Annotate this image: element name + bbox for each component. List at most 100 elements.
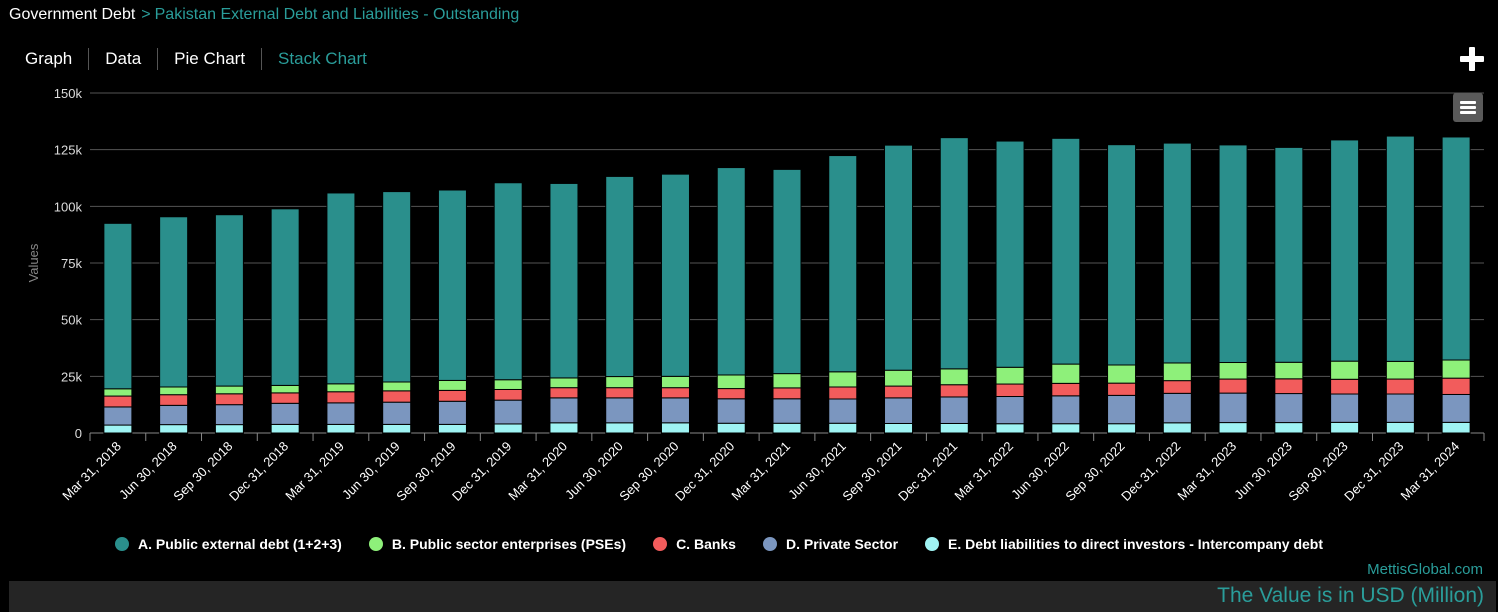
bar-segment xyxy=(1441,136,1471,361)
x-tick-label: Mar 31, 2024 xyxy=(1397,439,1462,504)
bar-segment xyxy=(939,396,969,424)
bar-segment xyxy=(103,395,133,408)
bar-segment xyxy=(1441,377,1471,395)
bar-segment xyxy=(1330,421,1360,434)
y-tick-label: 100k xyxy=(54,199,83,214)
bar-segment xyxy=(1385,421,1415,434)
breadcrumb-separator: > xyxy=(141,6,151,23)
y-tick-label: 150k xyxy=(54,86,83,101)
bar-segment xyxy=(716,167,746,376)
bar-segment xyxy=(270,208,300,386)
bar-segment xyxy=(1218,378,1248,394)
bar-segment xyxy=(1051,363,1081,384)
y-tick-label: 25k xyxy=(61,369,82,384)
bar-segment xyxy=(382,401,412,425)
x-tick-label: Dec 31, 2018 xyxy=(226,439,291,504)
bar-segment xyxy=(939,368,969,386)
x-tick-label: Dec 31, 2019 xyxy=(449,439,514,504)
y-tick-label: 0 xyxy=(75,426,82,441)
bar-segment xyxy=(828,386,858,400)
x-tick-label: Mar 31, 2018 xyxy=(59,439,124,504)
bar-segment xyxy=(884,369,914,387)
bar-segment xyxy=(995,140,1025,368)
bar-segment xyxy=(1218,362,1248,380)
bar-segment xyxy=(382,423,412,434)
legend-item-private-sector[interactable]: D. Private Sector xyxy=(762,536,898,552)
bar-segment xyxy=(660,375,690,389)
bar-segment xyxy=(772,168,802,375)
x-tick-label: Mar 31, 2022 xyxy=(951,439,1016,504)
bar-segment xyxy=(437,423,467,434)
legend-dot xyxy=(368,537,383,551)
chart-view-tabs: Graph Data Pie Chart Stack Chart xyxy=(9,48,383,70)
bar-segment xyxy=(437,379,467,391)
breadcrumb-root[interactable]: Government Debt xyxy=(9,6,136,23)
bar-segment xyxy=(828,398,858,424)
bar-segment xyxy=(1274,378,1304,395)
tab-stack-chart[interactable]: Stack Chart xyxy=(278,49,367,68)
bar-segment xyxy=(1107,364,1137,384)
bar-segment xyxy=(995,383,1025,398)
bar-segment xyxy=(214,385,244,395)
bar-segment xyxy=(1274,422,1304,434)
bar-segment xyxy=(326,402,356,425)
bar-segment xyxy=(1441,421,1471,434)
bar-segment xyxy=(660,387,690,399)
y-tick-label: 75k xyxy=(61,256,82,271)
bar-segment xyxy=(493,423,523,434)
tab-data[interactable]: Data xyxy=(89,48,159,70)
plus-icon[interactable] xyxy=(1458,45,1486,73)
bar-segment xyxy=(493,379,523,390)
bar-segment xyxy=(884,422,914,434)
bar-segment xyxy=(214,404,244,426)
bar-segment xyxy=(1051,395,1081,425)
bar-segment xyxy=(828,371,858,388)
x-tick-label: Dec 31, 2021 xyxy=(895,439,960,504)
bar-segment xyxy=(103,424,133,434)
bar-segment xyxy=(716,374,746,390)
bar-segment xyxy=(326,192,356,385)
legend-dot xyxy=(925,537,940,551)
bar-segment xyxy=(159,404,189,426)
bar-segment xyxy=(270,392,300,404)
bar-segment xyxy=(437,389,467,402)
bar-segment xyxy=(884,144,914,371)
bar-segment xyxy=(1051,382,1081,397)
bar-segment xyxy=(493,182,523,381)
legend-label: A. Public external debt (1+2+3) xyxy=(138,536,342,552)
y-tick-label: 125k xyxy=(54,143,83,158)
bar-segment xyxy=(1330,360,1360,380)
bar-segment xyxy=(1107,144,1137,366)
x-tick-label: Mar 31, 2020 xyxy=(505,439,570,504)
bar-segment xyxy=(605,422,635,434)
bar-segment xyxy=(1051,137,1081,365)
bar-segment xyxy=(939,422,969,434)
units-note: The Value is in USD (Million) xyxy=(1217,584,1484,607)
legend-item-banks[interactable]: C. Banks xyxy=(653,536,736,552)
bar-segment xyxy=(660,422,690,434)
legend-item-public-external-debt[interactable]: A. Public external debt (1+2+3) xyxy=(115,536,342,552)
hamburger-menu-icon[interactable] xyxy=(1453,93,1483,122)
bar-segment xyxy=(939,384,969,398)
bar-segment xyxy=(716,398,746,424)
bar-segment xyxy=(549,182,579,379)
legend-item-intercompany-debt[interactable]: E. Debt liabilities to direct investors … xyxy=(925,536,1323,552)
x-tick-label: Dec 31, 2020 xyxy=(672,439,737,504)
bar-segment xyxy=(159,394,189,406)
legend-item-pses[interactable]: B. Public sector enterprises (PSEs) xyxy=(368,536,626,552)
bar-segment xyxy=(1385,393,1415,423)
bar-segment xyxy=(605,387,635,399)
legend-label: E. Debt liabilities to direct investors … xyxy=(948,536,1324,552)
bar-segment xyxy=(270,384,300,394)
bar-segment xyxy=(1162,142,1192,364)
bar-segment xyxy=(1330,139,1360,362)
tab-graph[interactable]: Graph xyxy=(9,48,90,70)
breadcrumb: Government Debt > Pakistan External Debt a… xyxy=(9,6,519,24)
bar-segment xyxy=(1051,423,1081,434)
tab-pie-chart[interactable]: Pie Chart xyxy=(158,48,263,70)
bar-segment xyxy=(382,390,412,403)
bar-segment xyxy=(716,388,746,400)
bar-segment xyxy=(1162,380,1192,394)
brand-link[interactable]: MettisGlobal.com xyxy=(1367,561,1483,578)
bar-segment xyxy=(772,398,802,424)
